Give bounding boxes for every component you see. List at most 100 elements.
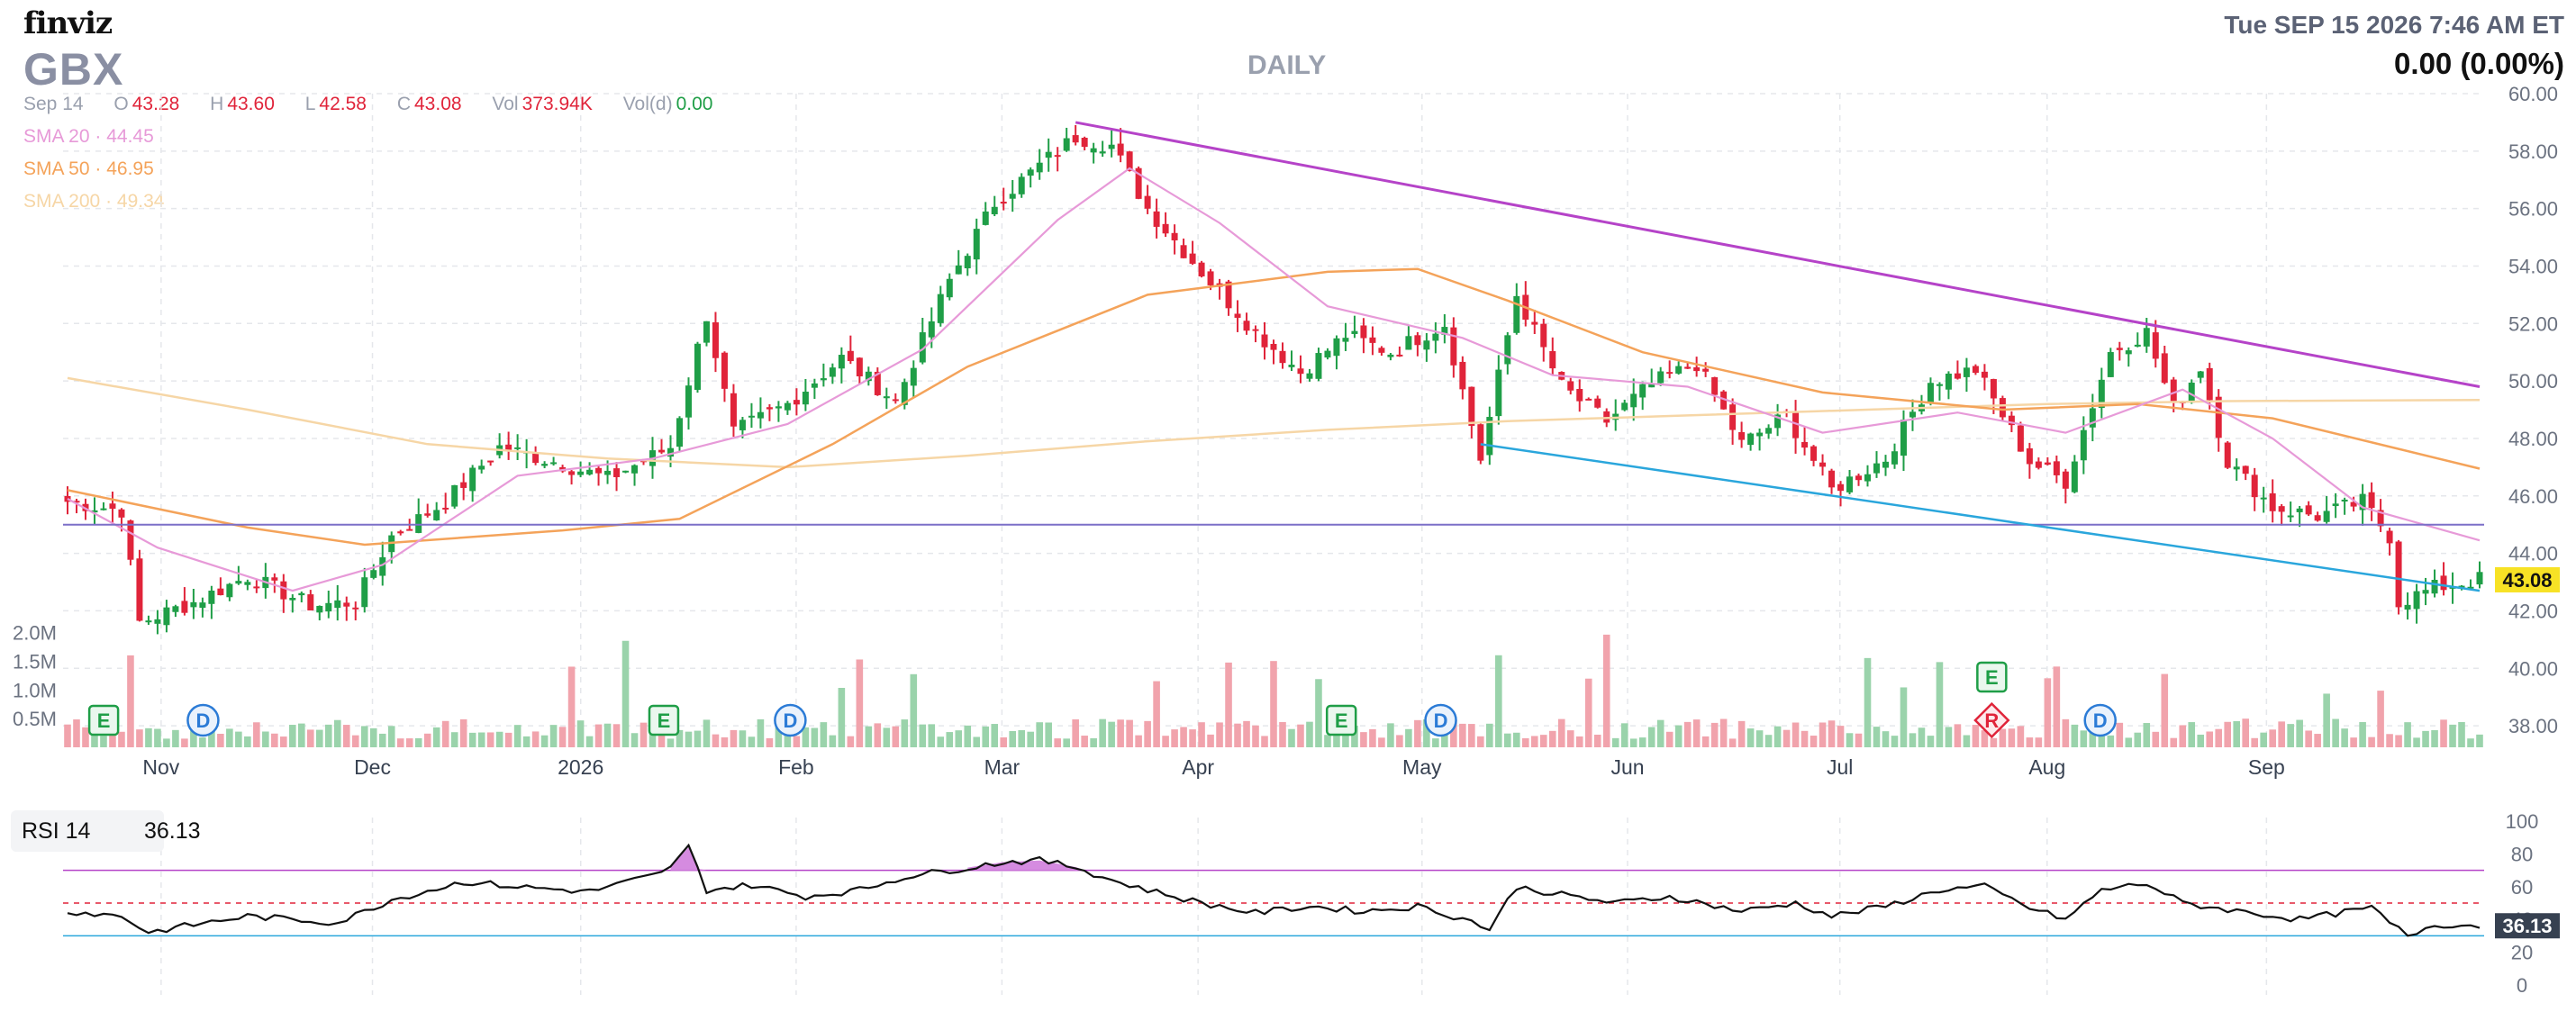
event-letter: E xyxy=(97,709,111,732)
candle-body xyxy=(343,602,350,607)
candle-body xyxy=(100,508,107,511)
volume-label: Vol xyxy=(492,94,519,114)
candle-body xyxy=(838,355,845,369)
volume-bar xyxy=(495,731,503,747)
candle-body xyxy=(946,278,953,298)
candle-body xyxy=(532,452,540,464)
sma20-legend[interactable]: SMA 20 · 44.45 xyxy=(23,126,154,147)
candle-body xyxy=(865,371,872,382)
volume-bar xyxy=(928,724,936,747)
candle-body xyxy=(1999,398,2006,418)
candle-body xyxy=(2008,415,2015,426)
candle-body xyxy=(1243,321,1250,331)
volume-bar xyxy=(2017,726,2025,747)
candle-body xyxy=(1792,412,1800,438)
candle-body xyxy=(433,510,440,520)
volume-bar xyxy=(2197,734,2205,747)
volume-bar xyxy=(1360,732,1367,747)
candle-body xyxy=(1270,343,1277,350)
volume-tick-label: 1.5M xyxy=(13,651,57,673)
candle-body xyxy=(820,378,827,381)
candle-body xyxy=(397,531,404,534)
sma200-legend[interactable]: SMA 200 · 49.34 xyxy=(23,191,165,212)
candle-body xyxy=(280,581,287,600)
volume-bar xyxy=(2116,722,2124,747)
event-letter: E xyxy=(1985,666,1999,689)
candle-body xyxy=(2080,429,2087,461)
candle-body xyxy=(2170,379,2177,403)
volume-bar xyxy=(1954,724,1962,747)
volume-bar xyxy=(1710,722,1719,747)
volume-bar xyxy=(685,731,693,747)
volume-bar xyxy=(1162,736,1169,747)
volume-bar xyxy=(2368,736,2375,747)
y-tick-label: 60.00 xyxy=(2508,83,2558,105)
sma50-legend[interactable]: SMA 50 · 46.95 xyxy=(23,158,154,179)
volume-bar xyxy=(2026,737,2034,747)
candle-body xyxy=(1810,446,1818,461)
candle-body xyxy=(298,592,305,596)
last-price-badge xyxy=(2495,566,2560,592)
x-tick-label: Nov xyxy=(142,755,179,779)
volume-bar xyxy=(1548,730,1556,747)
volume-bar xyxy=(405,738,413,747)
volume-bar xyxy=(2107,735,2115,747)
candle-body xyxy=(1639,384,1646,398)
candle-body xyxy=(991,206,998,215)
candle-body xyxy=(1720,391,1728,410)
candle-body xyxy=(1765,428,1773,434)
candle-body xyxy=(1234,313,1241,318)
volume-bar xyxy=(1396,735,1403,747)
candle-body xyxy=(955,265,962,275)
volume-bar xyxy=(1045,722,1052,747)
volume-bar xyxy=(2305,730,2312,747)
volume-bar xyxy=(1999,728,2007,747)
candle-body xyxy=(1963,367,1970,377)
candle-body xyxy=(919,332,926,363)
candle-body xyxy=(145,620,152,623)
volume-bar xyxy=(2188,722,2196,747)
volume-bar xyxy=(280,736,287,747)
candle-body xyxy=(118,509,125,518)
volume-bar xyxy=(1117,719,1124,747)
volume-bar xyxy=(676,729,684,747)
candle-body xyxy=(181,601,188,613)
volume-bar xyxy=(712,734,720,747)
volume-bar xyxy=(522,736,531,747)
candle-body xyxy=(1297,368,1304,375)
event-letter: D xyxy=(2093,709,2108,732)
volume-bar xyxy=(2098,727,2106,747)
candle-body xyxy=(595,467,603,474)
volume-bar xyxy=(1153,681,1160,747)
rsi-label-box[interactable] xyxy=(11,810,164,852)
volume-bar xyxy=(2386,734,2393,747)
volume-bar xyxy=(1566,730,1574,747)
event-letter: D xyxy=(1434,709,1448,732)
volume-bar xyxy=(1423,718,1430,747)
volume-bar xyxy=(2440,719,2447,747)
chart-period[interactable]: DAILY xyxy=(1247,50,1327,80)
volume-bar xyxy=(172,729,179,747)
candle-body xyxy=(811,383,818,388)
event-markers: E D E D E DER D xyxy=(87,661,2117,739)
candle-body xyxy=(1486,417,1493,456)
candle-body xyxy=(460,482,467,488)
x-tick-label: Jun xyxy=(1610,755,1644,779)
candle-body xyxy=(2323,511,2330,522)
finviz-logo[interactable]: finviz xyxy=(23,5,113,41)
volume-bar xyxy=(973,736,981,747)
candle-body xyxy=(1027,169,1034,176)
candle-body xyxy=(1279,350,1286,364)
candle-body xyxy=(1306,373,1313,379)
volume-bar xyxy=(901,719,909,747)
candle-body xyxy=(1135,167,1142,199)
volume-bar xyxy=(1647,727,1655,747)
volume-bar xyxy=(271,733,278,747)
candle-body xyxy=(622,470,630,473)
y-tick-label: 46.00 xyxy=(2508,485,2558,508)
ohlc-date: Sep 14 xyxy=(23,94,84,114)
candle-body xyxy=(1774,414,1782,429)
volume-bar xyxy=(2161,673,2169,747)
candle-body xyxy=(2341,499,2348,501)
